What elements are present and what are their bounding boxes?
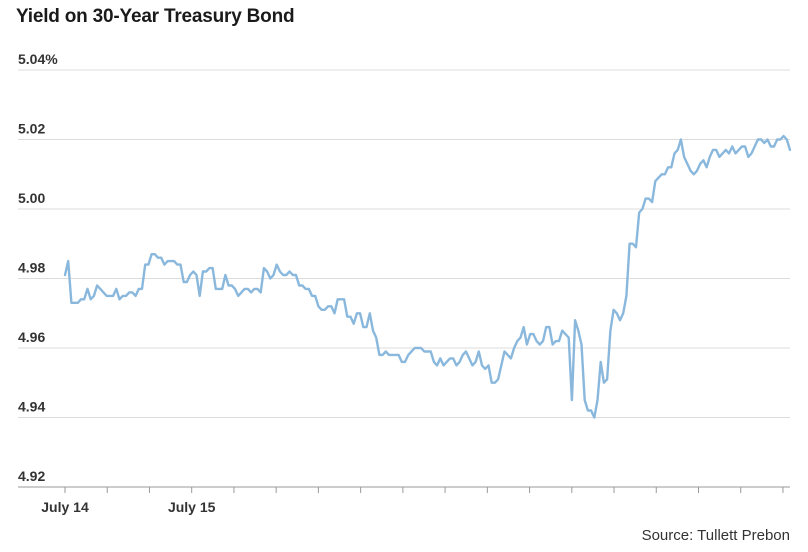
chart-title: Yield on 30-Year Treasury Bond [16, 6, 295, 27]
y-tick-label: 4.96 [18, 329, 45, 345]
y-tick-label: 4.92 [18, 468, 45, 484]
x-tick-label: July 14 [41, 499, 89, 515]
y-tick-label: 4.94 [18, 399, 45, 415]
y-axis-labels: 5.04% 5.02 5.00 4.98 4.96 4.94 4.92 [18, 51, 58, 484]
x-axis: July 14 July 15 [41, 487, 784, 515]
y-tick-label: 5.04% [18, 51, 58, 67]
y-tick-label: 5.00 [18, 190, 45, 206]
series [63, 134, 792, 419]
gridlines [18, 69, 790, 488]
y-tick-label: 4.98 [18, 260, 45, 276]
series-line [63, 134, 792, 419]
y-tick-label: 5.02 [18, 121, 45, 137]
x-tick-label: July 15 [168, 499, 216, 515]
source-note: Source: Tullett Prebon [641, 527, 790, 544]
